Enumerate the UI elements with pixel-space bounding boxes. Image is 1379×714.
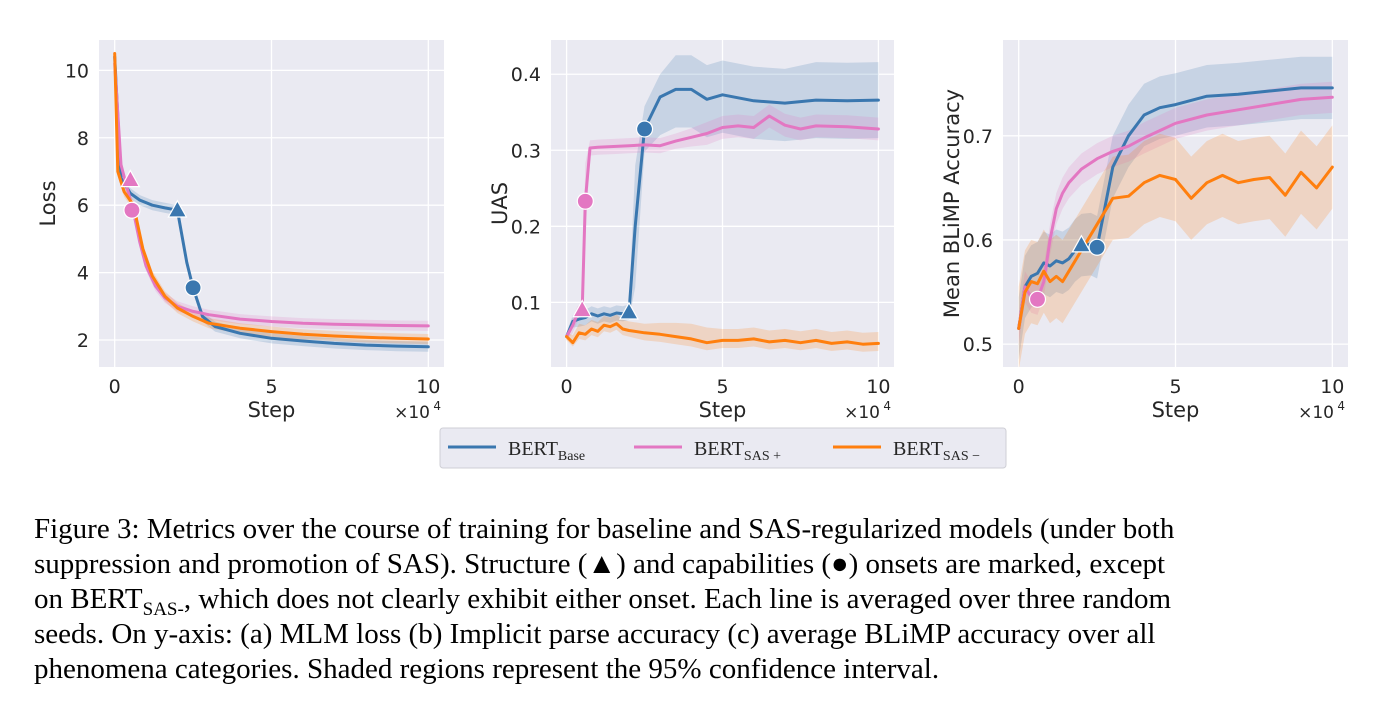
capabilities-onset-marker	[184, 279, 202, 297]
series-line-3	[113, 52, 430, 341]
series-line-3	[565, 322, 880, 346]
series-band-2	[1018, 81, 1333, 345]
caption-line-4: seeds. On y-axis: (a) MLM loss (b) Impli…	[34, 618, 1156, 650]
legend: BERTBase BERTSAS + BERTSAS −	[439, 427, 1007, 469]
legend-entry-1: BERTBase	[448, 438, 585, 464]
y-tick-label: 4	[77, 263, 89, 285]
y-tick-label: 0.6	[963, 230, 993, 252]
x-tick-label: 0	[1013, 376, 1025, 398]
x-tick-label: 10	[866, 376, 890, 398]
structure-onset-marker	[1071, 234, 1092, 253]
y-tick-label: 0.2	[511, 216, 541, 238]
y-axis-label: Loss	[36, 180, 60, 226]
legend-label-subscript: SAS −	[943, 449, 980, 464]
y-tick-label: 8	[77, 128, 89, 150]
structure-onset-marker	[120, 169, 141, 188]
caption-line-1: Figure 3: Metrics over the course of tra…	[34, 513, 1175, 545]
legend-label-subscript: Base	[558, 449, 585, 464]
caption-line-3: on BERTSAS-, which does not clearly exhi…	[34, 582, 1356, 620]
caption-line-2: suppression and promotion of SAS). Struc…	[34, 548, 1166, 580]
series-line-3	[1017, 165, 1334, 330]
structure-onset-marker	[572, 299, 593, 318]
y-tick-label: 0.5	[963, 334, 993, 356]
y-tick-label: 0.1	[511, 292, 541, 314]
x-tick-label: 10	[1320, 376, 1344, 398]
y-axis-label: UAS	[488, 182, 512, 225]
series-line-1	[113, 55, 430, 349]
structure-onset-marker	[167, 199, 188, 218]
x-tick-label: 10	[416, 376, 440, 398]
legend-label-subscript: SAS +	[744, 449, 781, 464]
series-band-3	[1018, 125, 1333, 367]
x-axis-label: Step	[1152, 398, 1200, 422]
x-multiplier-label: ×10	[844, 403, 880, 423]
y-tick-label: 6	[77, 195, 89, 217]
y-tick-label: 0.4	[511, 64, 541, 86]
caption-line-5: phenomena categories. Shaded regions rep…	[34, 653, 940, 685]
caption-line-3-sub: SAS-	[142, 598, 184, 620]
chart-panel-2: 0 5 10 0.1 0.2 0.3 0.4 Step UAS ×10 4	[488, 40, 894, 423]
x-multiplier-exponent: 4	[1337, 399, 1345, 413]
x-tick-label: 0	[109, 376, 121, 398]
capabilities-onset-marker	[123, 201, 141, 219]
caption-line-3-pre: on BERT	[34, 583, 143, 615]
x-tick-label: 5	[716, 376, 728, 398]
y-tick-label: 0.3	[511, 140, 541, 162]
structure-onset-marker	[618, 301, 639, 320]
capabilities-onset-marker	[1028, 290, 1047, 308]
legend-label: BERTBase	[508, 438, 585, 464]
chart-panel-3: 0 5 10 0.5 0.6 0.7 Step Mean BLiMP Accuracy ×10 4	[940, 40, 1348, 423]
y-tick-label: 10	[65, 60, 89, 82]
x-tick-label: 5	[1169, 376, 1181, 398]
x-tick-label: 5	[265, 376, 277, 398]
capabilities-onset-marker	[1088, 238, 1106, 256]
x-multiplier-label: ×10	[394, 403, 430, 423]
y-axis-label: Mean BLiMP Accuracy	[940, 89, 964, 318]
x-multiplier-exponent: 4	[433, 399, 441, 413]
x-multiplier-exponent: 4	[883, 399, 891, 413]
x-axis-label: Step	[699, 398, 747, 422]
x-multiplier-label: ×10	[1298, 403, 1334, 423]
y-tick-label: 2	[77, 330, 89, 352]
legend-box	[439, 427, 1007, 469]
y-tick-label: 0.7	[963, 126, 993, 148]
series-line-2	[565, 114, 880, 339]
capabilities-onset-marker	[635, 120, 654, 138]
figure-caption: Figure 3: Metrics over the course of tra…	[34, 512, 1356, 687]
caption-line-3-post: , which does not clearly exhibit either …	[183, 583, 1172, 615]
figure: 0 5 10 2 4 6 8 10 Step Loss ×10 4 0 5 10 0.1 0.2 0.3 0.4 St…	[36, 40, 1348, 469]
x-tick-label: 0	[561, 376, 573, 398]
x-axis-label: Step	[248, 398, 296, 422]
capabilities-onset-marker	[576, 192, 594, 210]
